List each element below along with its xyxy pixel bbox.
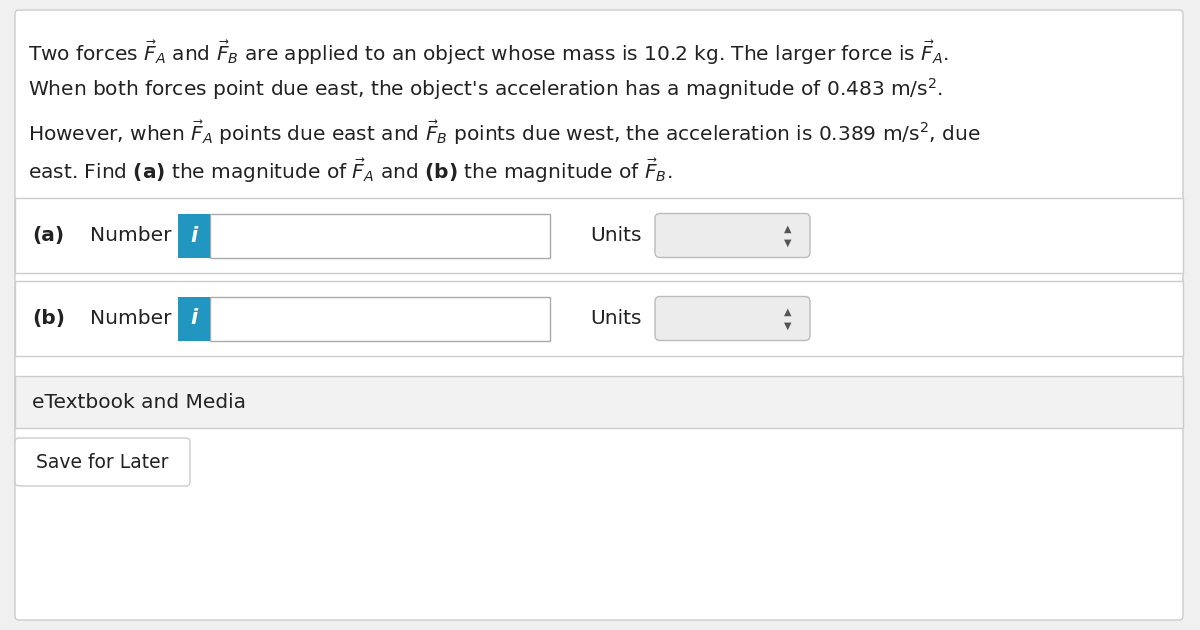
Text: Save for Later: Save for Later [36,452,169,471]
FancyBboxPatch shape [14,10,1183,620]
Text: east. Find $\mathbf{(a)}$ the magnitude of $\vec{F}_A$ and $\mathbf{(b)}$ the ma: east. Find $\mathbf{(a)}$ the magnitude … [28,156,672,185]
Text: Number: Number [90,226,172,245]
Text: (b): (b) [32,309,65,328]
FancyBboxPatch shape [655,297,810,340]
Text: ▼: ▼ [785,321,792,331]
Text: i: i [191,226,198,246]
FancyBboxPatch shape [178,214,210,258]
Text: Units: Units [590,226,642,245]
Text: ▲: ▲ [785,224,792,234]
Text: However, when $\vec{F}_A$ points due east and $\vec{F}_B$ points due west, the a: However, when $\vec{F}_A$ points due eas… [28,118,980,147]
Text: eTextbook and Media: eTextbook and Media [32,392,246,411]
Text: i: i [191,309,198,328]
FancyBboxPatch shape [14,438,190,486]
FancyBboxPatch shape [655,214,810,258]
FancyBboxPatch shape [14,376,1183,428]
Text: When both forces point due east, the object's acceleration has a magnitude of 0.: When both forces point due east, the obj… [28,76,943,102]
FancyBboxPatch shape [14,198,1183,273]
FancyBboxPatch shape [210,214,550,258]
FancyBboxPatch shape [210,297,550,340]
Text: Units: Units [590,309,642,328]
Text: ▼: ▼ [785,238,792,248]
Text: ▲: ▲ [785,307,792,316]
FancyBboxPatch shape [178,297,210,340]
Text: Number: Number [90,309,172,328]
Text: (a): (a) [32,226,64,245]
FancyBboxPatch shape [14,281,1183,356]
Text: Two forces $\vec{F}_A$ and $\vec{F}_B$ are applied to an object whose mass is 10: Two forces $\vec{F}_A$ and $\vec{F}_B$ a… [28,38,949,67]
